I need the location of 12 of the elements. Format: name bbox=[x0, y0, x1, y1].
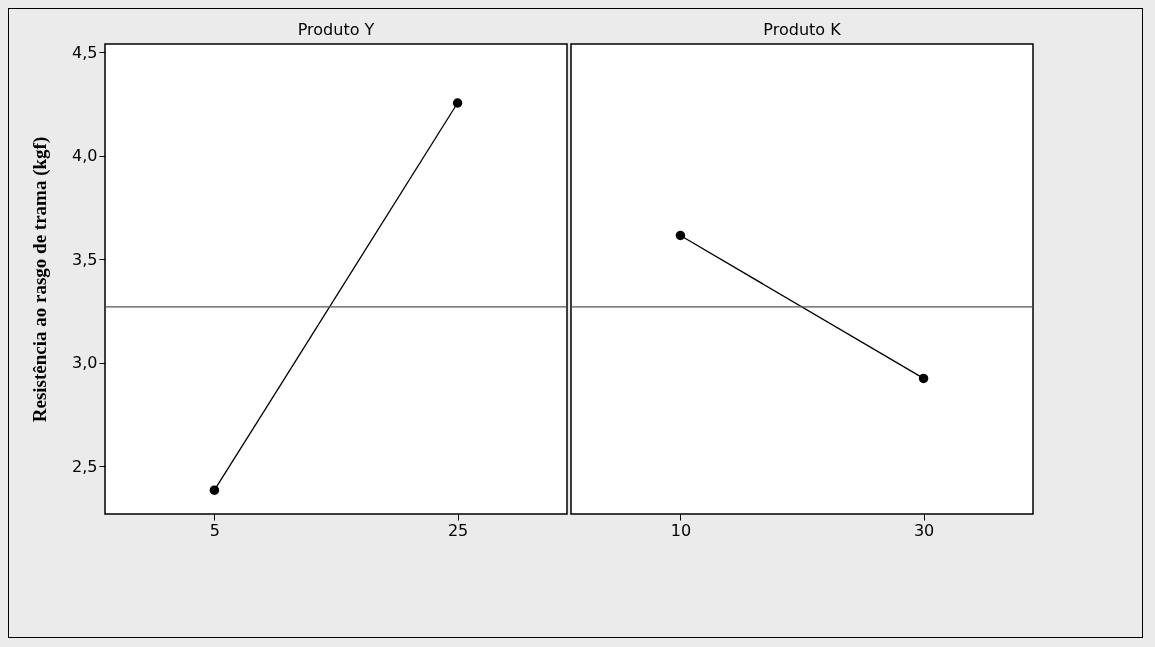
chart-title: Produto Y bbox=[297, 20, 375, 39]
x-tick-label: 5 bbox=[209, 520, 221, 540]
y-tick-label: 4,0 bbox=[72, 146, 98, 166]
y-axis-title: Resistência ao rasgo de trama (kgf) bbox=[29, 136, 52, 423]
x-tick-label: 30 bbox=[913, 520, 935, 540]
y-tick-label: 4,5 bbox=[72, 42, 98, 62]
chart-title: Produto K bbox=[763, 20, 842, 39]
y-tick-label: 3,5 bbox=[72, 249, 98, 269]
y-tick-label: 3,0 bbox=[72, 353, 98, 373]
x-tick-label: 25 bbox=[447, 520, 469, 540]
y-tick-label: 2,5 bbox=[72, 456, 98, 476]
x-tick-label: 10 bbox=[670, 520, 692, 540]
